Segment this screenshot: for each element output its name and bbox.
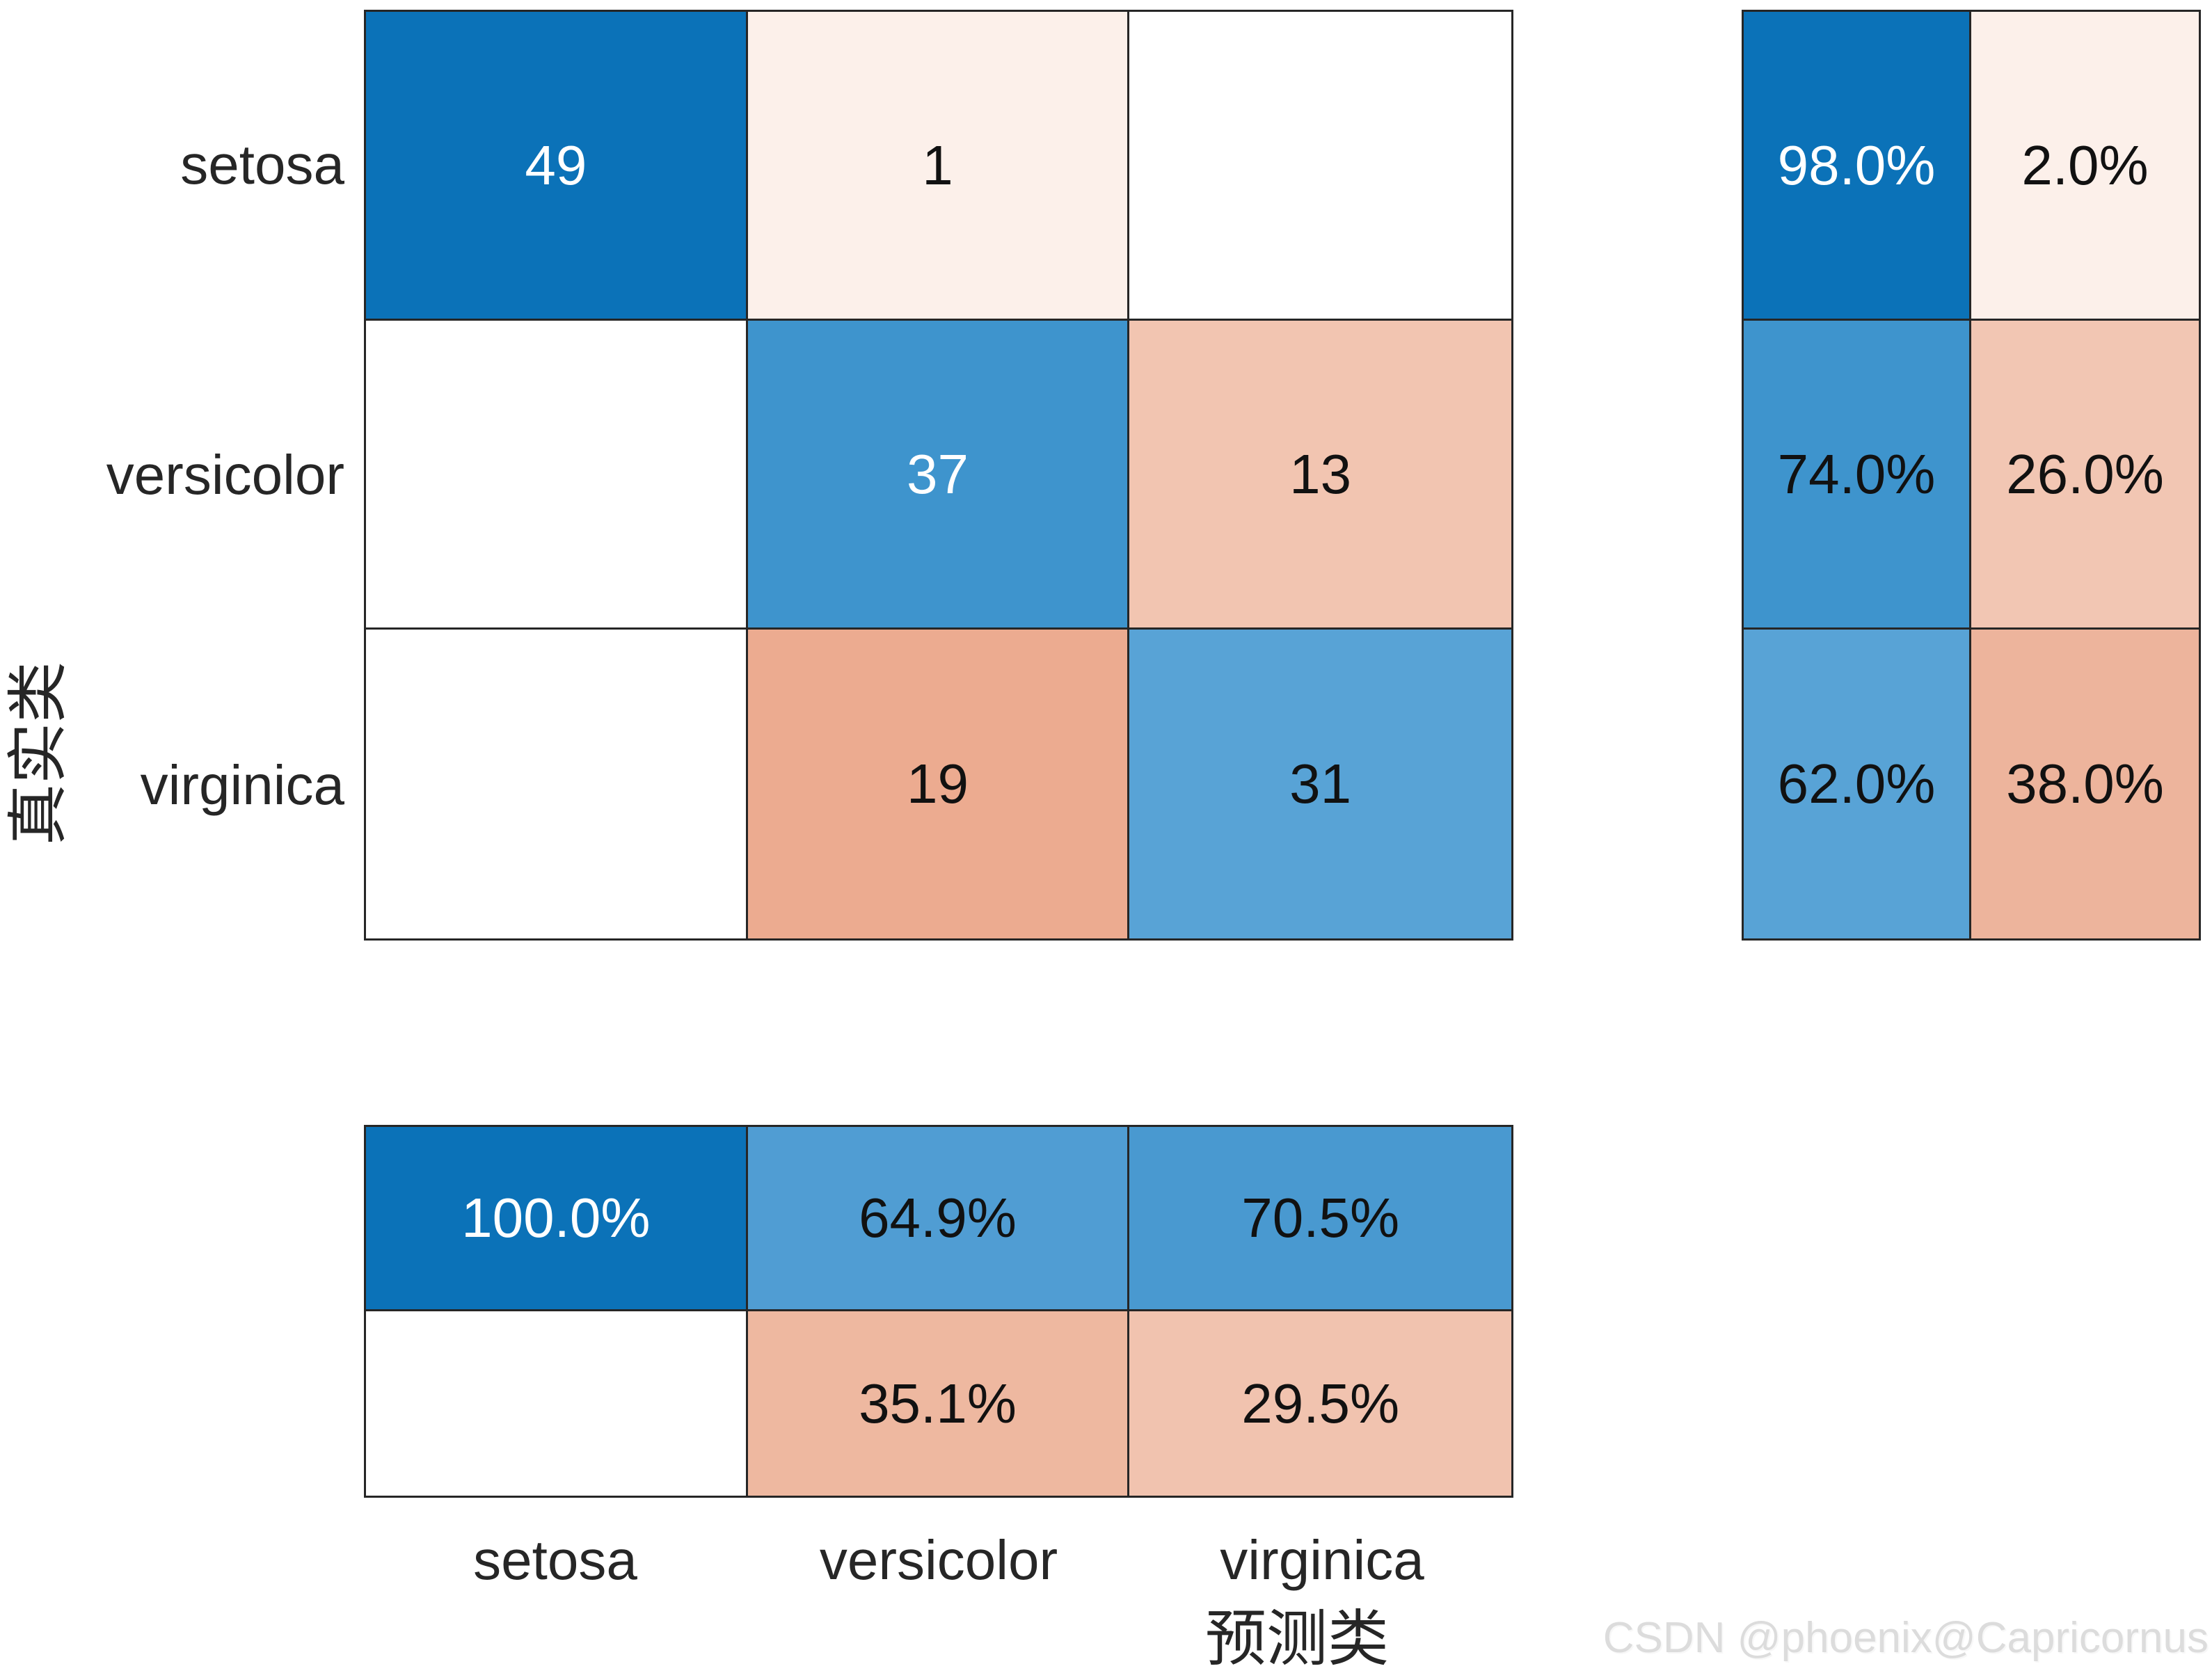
row-tick-setosa: setosa — [180, 134, 344, 195]
col-summary-setosa-incorrect — [366, 1311, 748, 1496]
col-summary-versicolor-correct: 64.9% — [747, 1127, 1130, 1311]
row-summary-setosa-correct: 98.0% — [1744, 12, 1971, 321]
matrix-cell-setosa-setosa: 49 — [366, 12, 748, 321]
confusion-matrix-panel: 49 1 37 13 19 31 — [364, 10, 1513, 941]
row-summary-setosa-incorrect: 2.0% — [1971, 12, 2199, 321]
col-summary-virginica-incorrect: 29.5% — [1129, 1311, 1511, 1496]
matrix-cell-versicolor-setosa — [366, 321, 748, 630]
matrix-cell-virginica-setosa — [366, 630, 748, 938]
matrix-cell-versicolor-versicolor: 37 — [747, 321, 1130, 630]
matrix-cell-setosa-virginica — [1129, 12, 1511, 321]
col-tick-versicolor: versicolor — [819, 1529, 1058, 1591]
matrix-cell-setosa-versicolor: 1 — [747, 12, 1130, 321]
col-tick-setosa: setosa — [473, 1529, 637, 1591]
col-summary-setosa-correct: 100.0% — [366, 1127, 748, 1311]
x-axis-label: 预测类 — [1204, 1606, 1389, 1674]
matrix-cell-virginica-versicolor: 19 — [747, 630, 1130, 938]
col-summary-virginica-correct: 70.5% — [1129, 1127, 1511, 1311]
col-tick-virginica: virginica — [1220, 1529, 1424, 1591]
row-summary-versicolor-incorrect: 26.0% — [1971, 321, 2199, 630]
watermark-text: CSDN @phoenix@Capricornus — [1602, 1614, 2209, 1662]
matrix-cell-virginica-virginica: 31 — [1129, 630, 1511, 938]
row-tick-versicolor: versicolor — [106, 444, 344, 506]
row-summary-virginica-incorrect: 38.0% — [1971, 630, 2199, 938]
matrix-cell-versicolor-virginica: 13 — [1129, 321, 1511, 630]
column-summary-panel: 100.0% 64.9% 70.5% 35.1% 29.5% — [364, 1125, 1513, 1498]
row-summary-versicolor-correct: 74.0% — [1744, 321, 1971, 630]
col-summary-versicolor-incorrect: 35.1% — [747, 1311, 1130, 1496]
row-summary-panel: 98.0% 2.0% 74.0% 26.0% 62.0% 38.0% — [1742, 10, 2201, 941]
row-tick-virginica: virginica — [140, 754, 344, 816]
row-summary-virginica-correct: 62.0% — [1744, 630, 1971, 938]
y-axis-label: 真实类 — [6, 662, 73, 846]
